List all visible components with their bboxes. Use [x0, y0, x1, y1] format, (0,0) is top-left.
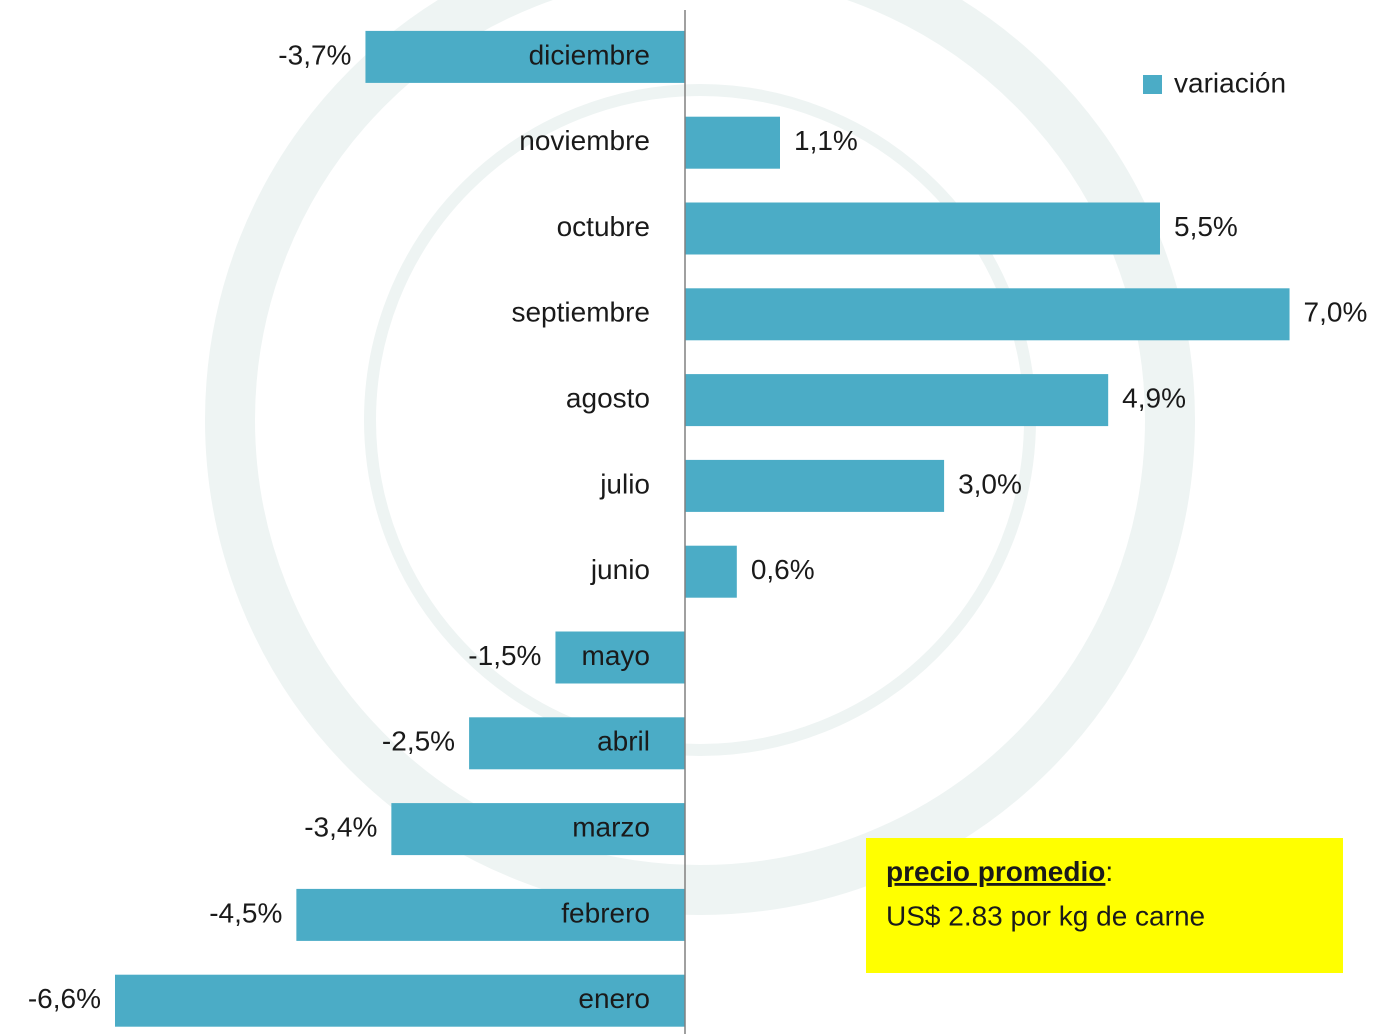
data-label: 1,1%	[794, 125, 858, 156]
category-label: agosto	[566, 382, 650, 413]
bar	[685, 545, 737, 598]
data-label: -2,5%	[382, 726, 455, 757]
category-label: octubre	[557, 211, 650, 242]
bar	[469, 717, 685, 770]
bar	[115, 974, 685, 1027]
bar	[365, 30, 685, 83]
data-label: 7,0%	[1304, 297, 1368, 328]
category-label: marzo	[572, 811, 650, 842]
category-label: enero	[578, 983, 650, 1014]
annotation-text: US$ 2.83 por kg de carne	[886, 900, 1205, 931]
category-label: mayo	[582, 640, 650, 671]
category-label: diciembre	[529, 39, 650, 70]
data-label: -4,5%	[209, 897, 282, 928]
data-label: -1,5%	[468, 640, 541, 671]
bar	[685, 116, 780, 169]
category-label: septiembre	[511, 297, 650, 328]
data-label: 3,0%	[958, 468, 1022, 499]
data-label: 0,6%	[751, 554, 815, 585]
bar	[685, 459, 945, 512]
data-label: -3,4%	[304, 811, 377, 842]
category-label: febrero	[561, 897, 650, 928]
annotation-separator: :	[1105, 856, 1113, 887]
category-label: abril	[597, 726, 650, 757]
legend-swatch	[1143, 75, 1162, 94]
data-label: -3,7%	[278, 39, 351, 70]
category-label: noviembre	[519, 125, 650, 156]
category-label: junio	[590, 554, 650, 585]
bar	[296, 888, 685, 941]
data-label: 5,5%	[1174, 211, 1238, 242]
bar	[391, 803, 685, 856]
bar	[685, 374, 1109, 427]
legend-label: variación	[1174, 67, 1286, 98]
category-label: julio	[599, 468, 650, 499]
annotation-heading: precio promedio:	[886, 856, 1113, 887]
data-label: -6,6%	[28, 983, 101, 1014]
bar	[685, 202, 1160, 255]
bar	[555, 631, 685, 684]
data-label: 4,9%	[1122, 382, 1186, 413]
bar	[685, 288, 1290, 341]
annotation-heading-text: precio promedio	[886, 856, 1105, 887]
annotation-box	[866, 838, 1343, 973]
